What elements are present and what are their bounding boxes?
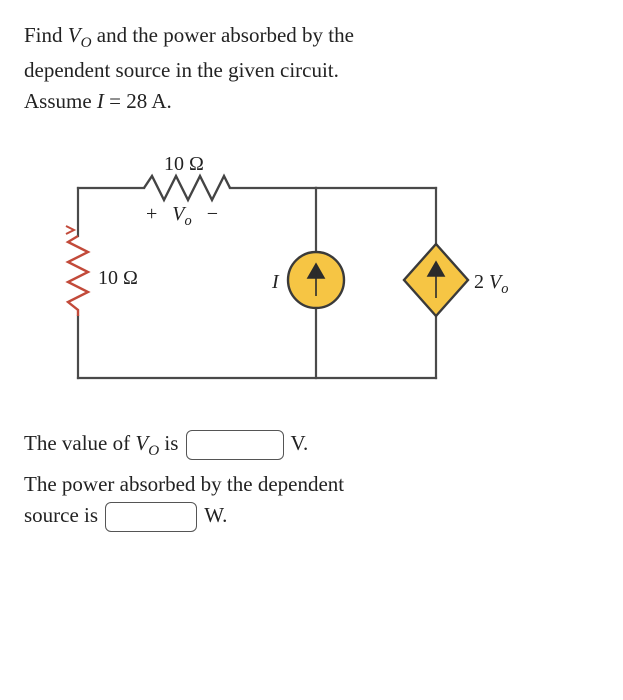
text: The power absorbed by the dependent [24, 472, 344, 496]
sub-o: O [81, 35, 92, 51]
sub-o: O [148, 443, 159, 459]
text: The value of [24, 431, 135, 455]
text: source is [24, 503, 103, 527]
r-left-label: 10 Ω [98, 264, 138, 293]
answer-vo-line: The value of VO is V. [24, 428, 599, 463]
text: Assume [24, 89, 97, 113]
dep-v: V [489, 271, 501, 293]
text: is [159, 431, 184, 455]
unit: W. [199, 503, 227, 527]
minus: − [207, 203, 218, 225]
dep-sub: o [501, 281, 508, 297]
vo-answer-input[interactable] [186, 430, 284, 460]
dep-coef: 2 [474, 271, 484, 293]
vo-sub: o [185, 213, 192, 229]
var-v: V [68, 23, 81, 47]
i-label: I [272, 268, 279, 297]
r-top-label: 10 Ω [164, 150, 204, 179]
problem-statement: Find VO and the power absorbed by the de… [24, 20, 599, 116]
answer-power-line: The power absorbed by the dependent sour… [24, 469, 599, 532]
text: Find [24, 23, 68, 47]
text: and the power absorbed by the [92, 23, 354, 47]
plus: + [146, 203, 157, 225]
text: = 28 A. [104, 89, 172, 113]
vo-v: V [172, 203, 184, 225]
var-i: I [97, 89, 104, 113]
unit: V. [286, 431, 309, 455]
vo-label: + Vo − [146, 200, 218, 232]
dep-label: 2 Vo [474, 268, 508, 300]
text: dependent source in the given circuit. [24, 58, 339, 82]
circuit-diagram: 10 Ω + Vo − 10 Ω I 2 Vo [36, 140, 506, 400]
power-answer-input[interactable] [105, 502, 197, 532]
var-v: V [135, 431, 148, 455]
